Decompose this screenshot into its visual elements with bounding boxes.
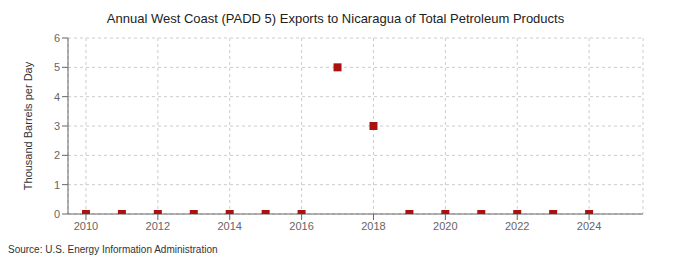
svg-text:4: 4: [54, 91, 60, 103]
svg-text:6: 6: [54, 32, 60, 44]
html-text:Source: U.S. Energy Informatio: Source: U.S. Energy Information Administ…: [8, 244, 218, 255]
svg-text:1: 1: [54, 179, 60, 191]
svg-text:2016: 2016: [289, 220, 313, 232]
svg-text:2024: 2024: [577, 220, 601, 232]
html-text:Annual West Coast (PADD 5) Exp: Annual West Coast (PADD 5) Exports to Ni…: [106, 11, 565, 26]
svg-text:2022: 2022: [505, 220, 529, 232]
svg-text:2010: 2010: [74, 220, 98, 232]
svg-text:2014: 2014: [217, 220, 241, 232]
svg-text:3: 3: [54, 120, 60, 132]
svg-text:2: 2: [54, 149, 60, 161]
svg-text:2012: 2012: [146, 220, 170, 232]
svg-text:2018: 2018: [361, 220, 385, 232]
svg-text:Thousand Barrels per Day: Thousand Barrels per Day: [22, 61, 34, 190]
svg-text:2020: 2020: [433, 220, 457, 232]
svg-text:5: 5: [54, 61, 60, 73]
svg-text:0: 0: [54, 208, 60, 220]
